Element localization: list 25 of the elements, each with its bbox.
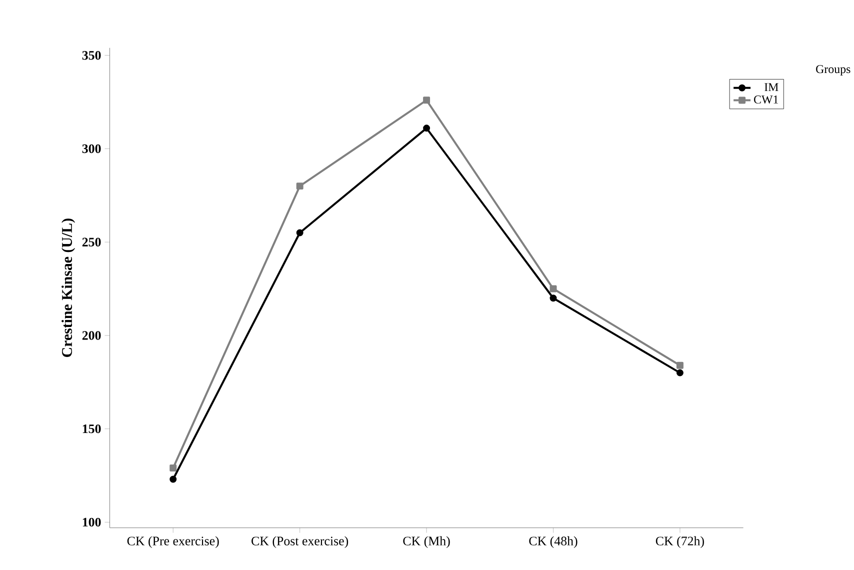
legend-title: Groups [816, 65, 850, 76]
point [676, 369, 684, 376]
y-tick-label: 350 [82, 51, 101, 60]
x-tick-label: CK (48h) [529, 536, 578, 548]
point [423, 96, 430, 104]
x-tick-label: CK (Post exercise) [252, 536, 348, 548]
point [296, 182, 304, 190]
point [296, 229, 304, 236]
y-tick-label: 250 [82, 238, 101, 247]
y-axis-title: Crestine Kinsae (U/L) [62, 218, 76, 358]
x-tick-label: CK (72h) [656, 536, 704, 548]
y-tick-label: 200 [82, 331, 101, 340]
point [423, 124, 430, 132]
point [676, 362, 684, 369]
y-tick-label: 150 [82, 424, 101, 434]
point [170, 464, 177, 472]
x-tick-label: CK (Pre exercise) [127, 536, 219, 548]
x-tick-label: CK (Mh) [403, 536, 450, 548]
y-tick-label: 300 [82, 144, 101, 154]
point [550, 285, 557, 292]
point [550, 294, 557, 302]
legend-label: IM [764, 83, 778, 92]
point [170, 476, 177, 483]
legend-label: CW1 [754, 96, 778, 104]
y-tick-label: 100 [82, 518, 101, 527]
